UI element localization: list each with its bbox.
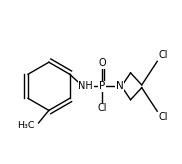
Text: O: O: [98, 58, 106, 68]
Text: NH: NH: [78, 81, 93, 91]
Text: P: P: [99, 81, 105, 91]
Text: Cl: Cl: [158, 51, 168, 61]
Text: H₃C: H₃C: [18, 121, 35, 130]
Text: Cl: Cl: [158, 112, 168, 122]
Text: Cl: Cl: [97, 103, 107, 113]
Text: N: N: [116, 81, 123, 91]
